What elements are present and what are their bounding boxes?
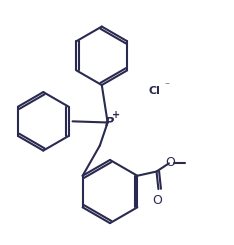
Text: P: P <box>105 116 114 129</box>
Text: +: + <box>113 110 121 121</box>
Text: O: O <box>152 194 162 207</box>
Text: Cl: Cl <box>149 86 161 96</box>
Text: O: O <box>165 156 175 169</box>
Text: ⁻: ⁻ <box>165 82 170 92</box>
